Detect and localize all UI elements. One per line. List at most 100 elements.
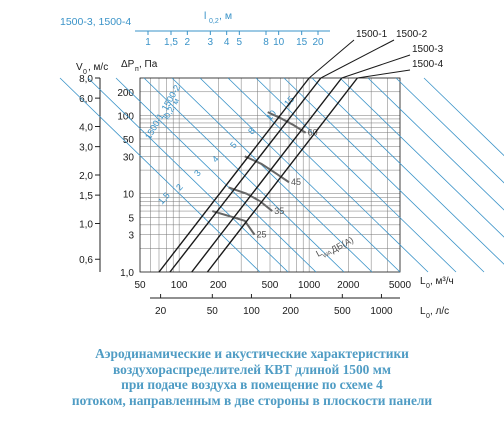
throw-length-line (395, 77, 504, 184)
plot-border (139, 77, 401, 273)
top-scale-tick-label: 15 (296, 37, 308, 48)
top-scale-label-unit: , м (219, 10, 232, 22)
throw-length-line (255, 77, 457, 273)
x-ls-tick-label: 50 (207, 306, 219, 317)
dp-axis-label: ΔP п , Па (121, 59, 158, 73)
throw-length-line (199, 77, 401, 273)
x-ls-label-main: L (420, 306, 426, 317)
x-ls-tick-label: 100 (243, 306, 260, 317)
x-m3h-tick-label: 1000 (298, 280, 321, 291)
x-ls-tick-label: 200 (282, 306, 299, 317)
throw-length-line (311, 77, 504, 265)
dp-tick-label: 1,0 (120, 268, 134, 279)
throw-length-line (59, 77, 261, 273)
x-ls-tick-label: 1000 (370, 306, 393, 317)
top-scale-tick-label: 8 (263, 37, 269, 48)
v0-axis: 8,0 6,0 4,0 3,0 2,0 1,5 1,0 0,6 (79, 74, 101, 272)
top-scale-tick-label: 1 (145, 37, 151, 48)
x-m3h-tick-label: 2000 (337, 280, 360, 291)
noise-label-main: L (314, 248, 323, 259)
caption-line: Аэродинамические и акустические характер… (95, 346, 409, 361)
throw-length-line (227, 77, 429, 273)
dp-tick-label: 30 (123, 152, 135, 163)
series-labels: 1500-1 1500-2 1500-3 1500-4 (308, 29, 444, 79)
v0-tick-label: 1,0 (79, 220, 93, 231)
top-scale: 1500-3, 1500-4 l 0,2 , м 1 1,5 2 3 4 5 8 10 15 20 (60, 10, 330, 48)
x-axis-m3h: 50 100 200 500 1000 2000 5000 (134, 280, 411, 291)
noise-curve-label: 25 (257, 230, 267, 240)
dp-label-unit: , Па (139, 59, 158, 70)
throw-length-line (143, 77, 345, 273)
x-m3h-tick-label: 5000 (389, 280, 412, 291)
dp-tick-label: 100 (117, 111, 134, 122)
throw-length-label: 2 (174, 182, 185, 192)
throw-length-line (339, 77, 504, 238)
v0-tick-label: 8,0 (79, 74, 93, 85)
top-scale-label-sub: 0,2 (209, 18, 219, 25)
series-lines (158, 77, 358, 273)
throw-length-label: 10 (264, 108, 278, 122)
x-ls-tick-label: 500 (334, 306, 351, 317)
noise-curve-axis-label: LWA ДБ(А) (314, 235, 355, 260)
axis-labels: V 0 , м/с ΔP п , Па L 0 , м³/ч L 0 , л/с (76, 59, 454, 320)
v0-tick-label: 4,0 (79, 123, 93, 134)
noise-label-sub: WA (322, 250, 333, 260)
series-line (191, 77, 343, 273)
v0-tick-label: 3,0 (79, 143, 93, 154)
throw-length-label: 5 (228, 140, 239, 150)
noise-curve-label: 35 (274, 206, 284, 216)
x-m3h-tick-label: 100 (171, 280, 188, 291)
x-m3h-axis-label: L 0 , м³/ч (420, 276, 454, 290)
v0-label-sub: 0 (83, 69, 87, 76)
throw-length-line (87, 77, 289, 273)
noise-curve-label: 60 (308, 128, 318, 138)
series-leader-line (357, 69, 411, 79)
top-scale-tick-label: 1,5 (164, 37, 178, 48)
throw-length-label: 1,5 (156, 190, 172, 206)
aerodynamic-chart: 1500-3, 1500-4 l 0,2 , м 1 1,5 2 3 4 5 8 10 15 20… (59, 10, 504, 320)
x-ls-axis-label: L 0 , л/с (420, 306, 449, 320)
throw-length-label: 4 (210, 154, 221, 164)
series-line (206, 77, 358, 273)
noise-curve (244, 155, 290, 184)
x-m3h-label-sub: 0 (426, 283, 430, 290)
series-label: 1500-1 (356, 29, 388, 40)
x-m3h-tick-label: 200 (210, 280, 227, 291)
v0-tick-label: 2,0 (79, 171, 93, 182)
top-scale-tick-label: 3 (208, 37, 214, 48)
series-leader-line (308, 39, 355, 79)
x-m3h-label-unit: , м³/ч (430, 276, 454, 287)
noise-curve (267, 111, 307, 134)
top-scale-tick-label: 20 (312, 37, 324, 48)
x-ls-label-unit: , л/с (430, 306, 449, 317)
caption-line: потоком, направленным в две стороны в пл… (71, 392, 433, 408)
dp-label-main: ΔP (121, 59, 135, 70)
top-scale-tick-label: 2 (185, 37, 191, 48)
top-scale-tick-label: 4 (224, 37, 230, 48)
noise-curve (228, 186, 273, 212)
dp-tick-label: 200 (117, 88, 134, 99)
grid (139, 77, 401, 273)
pressure-axis: 1,0 3 5 10 30 50 100 200 (117, 88, 134, 279)
x-m3h-tick-label: 50 (134, 280, 146, 291)
x-ls-label-sub: 0 (426, 313, 430, 320)
caption-line: воздухораспределителей КВТ длиной 1500 м… (113, 361, 391, 377)
top-scale-ticks: 1 1,5 2 3 4 5 8 10 15 20 (145, 31, 324, 48)
series-leader-line (320, 39, 395, 79)
dp-tick-label: 3 (128, 231, 134, 242)
series-label: 1500-2 (396, 29, 428, 40)
x-axis-ls: 20 50 100 200 500 1000 (150, 294, 400, 317)
x-m3h-tick-label: 500 (262, 280, 279, 291)
x-ls-tick-label: 20 (155, 306, 167, 317)
v0-tick-label: 1,5 (79, 191, 93, 202)
top-scale-series-label: 1500-3, 1500-4 (60, 16, 131, 28)
throw-length-label: 15 (282, 94, 296, 108)
series-line (169, 77, 322, 273)
v0-tick-label: 6,0 (79, 94, 93, 105)
dp-tick-label: 50 (123, 135, 135, 146)
chart-caption: Аэродинамические и акустические характер… (0, 346, 504, 408)
top-scale-label-main: l (204, 10, 206, 22)
series-line (158, 77, 310, 273)
throw-length-line (367, 77, 504, 211)
x-m3h-label-main: L (420, 276, 426, 287)
